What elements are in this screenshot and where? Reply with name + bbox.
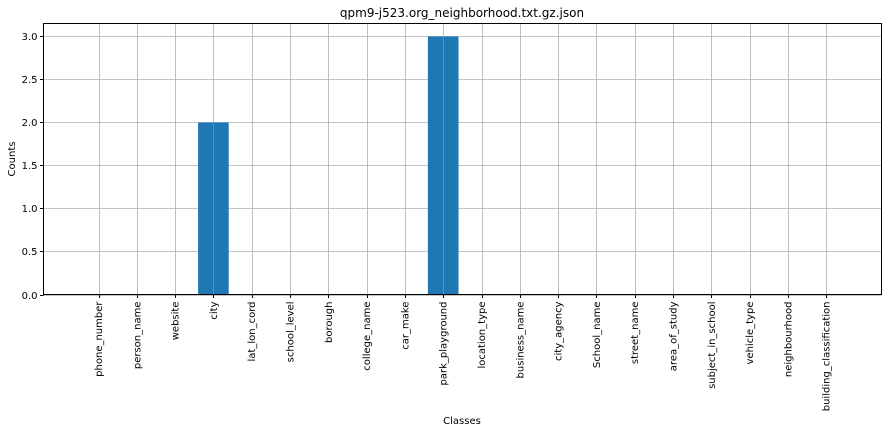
x-tick-label: neighbourhood	[783, 302, 794, 378]
x-tick-label: college_name	[362, 302, 373, 371]
plot-frame	[43, 23, 882, 295]
x-tick-label: website	[171, 302, 182, 341]
grid-lines	[43, 23, 882, 296]
x-axis-label: Classes	[443, 416, 481, 427]
x-tick-label: subject_in_school	[707, 302, 718, 389]
x-tick-label: School_name	[592, 302, 603, 369]
x-tick-label: person_name	[132, 302, 143, 370]
x-tick-label: lat_lon_cord	[247, 302, 258, 362]
chart-title: qpm9-j523.org_neighborhood.txt.gz.json	[340, 6, 584, 20]
x-tick-label: school_level	[286, 302, 297, 363]
bars	[198, 36, 459, 295]
y-axis-label: Counts	[7, 142, 18, 177]
x-tick-label: area_of_study	[669, 301, 680, 371]
x-tick-label: business_name	[515, 302, 526, 379]
x-tick-label: park_playground	[439, 302, 450, 386]
y-tick-label: 2.0	[22, 118, 38, 129]
x-tick-label: street_name	[630, 302, 641, 365]
y-tick-label: 1.5	[22, 161, 38, 172]
x-tick-labels: phone_number person_name website city lat_lo…	[94, 294, 833, 412]
y-tick-label: 1.0	[22, 204, 38, 215]
x-tick-label: city_agency	[554, 301, 565, 361]
x-tick-label: vehicle_type	[745, 302, 756, 365]
x-tick-label: car_make	[400, 302, 411, 350]
x-tick-label: phone_number	[94, 301, 105, 377]
y-tick-label: 0.5	[22, 247, 38, 258]
y-tick-labels: 0.0 0.5 1.0 1.5 2.0 2.5 3.0	[22, 32, 44, 302]
y-tick-label: 0.0	[22, 291, 38, 302]
x-tick-label: city	[209, 301, 220, 319]
x-tick-label: building_classification	[822, 302, 833, 412]
x-tick-label: location_type	[477, 302, 488, 369]
y-tick-label: 3.0	[22, 32, 38, 43]
y-tick-label: 2.5	[22, 75, 38, 86]
x-tick-label: borough	[324, 302, 335, 344]
